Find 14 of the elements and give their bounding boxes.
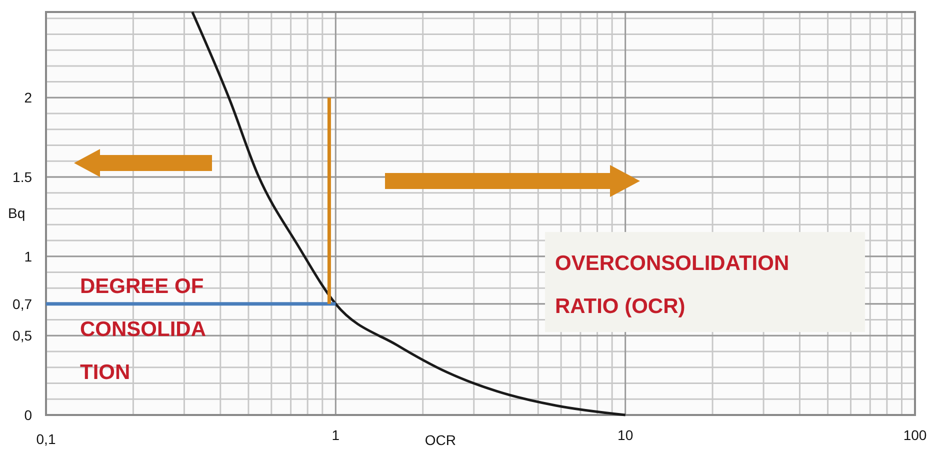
x-tick-label: 0,1 (36, 431, 56, 447)
x-tick-label: 1 (332, 427, 340, 443)
y-axis-title: Bq (8, 205, 26, 221)
y-tick-label: 1.5 (12, 169, 32, 186)
annotation: OVERCONSOLIDATION RATIO (OCR) (555, 252, 790, 318)
x-axis-title: OCR (424, 432, 456, 448)
y-tick-label: 1 (24, 248, 32, 264)
y-tick-label: 0 (24, 407, 32, 423)
x-tick-label: 100 (903, 427, 927, 443)
y-tick-label: 0,5 (12, 328, 32, 344)
y-tick-label: 0,7 (12, 296, 32, 312)
y-tick-label: 2 (24, 90, 32, 106)
x-tick-label: 10 (618, 427, 634, 443)
annotation: DEGREE OF CONSOLIDA TION (80, 275, 206, 384)
